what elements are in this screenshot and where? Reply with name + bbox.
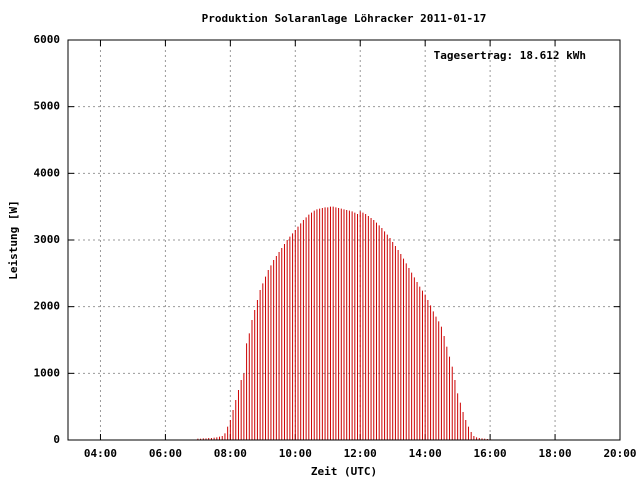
x-tick-label: 14:00 [409,447,442,460]
x-tick-label: 18:00 [538,447,571,460]
y-tick-label: 1000 [34,366,61,379]
x-axis-label: Zeit (UTC) [311,465,377,478]
x-tick-label: 06:00 [149,447,182,460]
plot-frame [67,39,621,441]
x-tick-label: 04:00 [84,447,117,460]
x-tick-label: 20:00 [603,447,636,460]
chart-title: Produktion Solaranlage Löhracker 2011-01… [202,12,487,25]
annotation: Tagesertrag: 18.612 kWh [434,49,586,62]
y-axis-label: Leistung [W] [7,200,20,279]
x-tick-label: 16:00 [474,447,507,460]
y-tick-label: 0 [53,433,60,446]
x-tick-label: 12:00 [344,447,377,460]
y-tick-label: 4000 [34,166,61,179]
y-tick-label: 3000 [34,233,61,246]
x-tick-label: 10:00 [279,447,312,460]
y-tick-label: 5000 [34,100,61,113]
y-tick-label: 2000 [34,300,61,313]
y-tick-label: 6000 [34,33,61,46]
x-tick-label: 08:00 [214,447,247,460]
